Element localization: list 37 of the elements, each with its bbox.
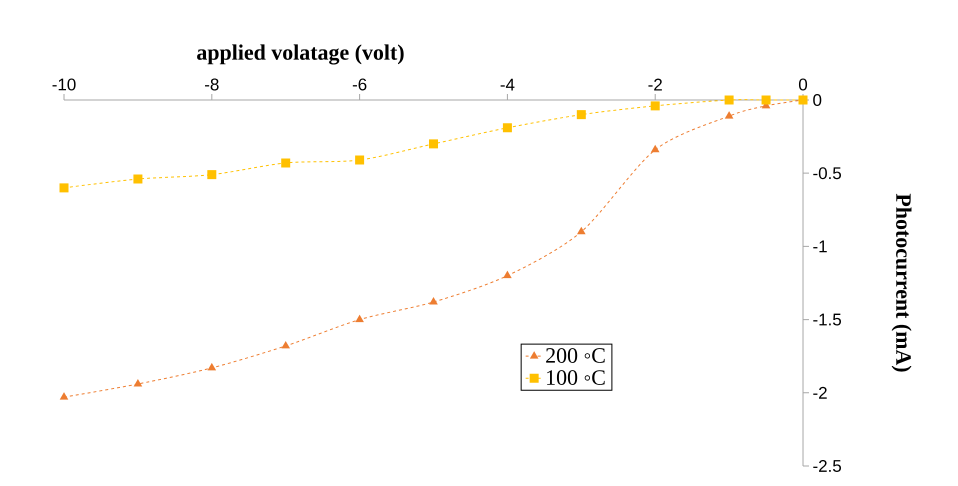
point — [724, 95, 734, 104]
y-tick-label: -2.5 — [813, 460, 841, 472]
point — [282, 341, 290, 348]
point — [60, 183, 69, 192]
point — [651, 145, 660, 152]
point — [207, 170, 216, 180]
point — [60, 392, 68, 400]
y-tick-label: 0 — [813, 94, 822, 106]
point — [576, 110, 586, 120]
point — [725, 112, 734, 119]
point — [133, 174, 142, 184]
point — [762, 95, 771, 104]
y-tick-label: -1.5 — [813, 314, 841, 326]
point — [430, 298, 438, 305]
point — [503, 271, 512, 278]
point — [134, 380, 142, 386]
y-axis-title: Photocurrent (mA) — [892, 194, 912, 372]
x-tick-label: -10 — [52, 78, 76, 90]
x-tick-label: 0 — [798, 78, 808, 90]
point — [650, 101, 660, 110]
x-tick-label: -6 — [352, 78, 366, 90]
y-tick-label: -1 — [813, 240, 827, 252]
point — [429, 139, 438, 148]
point — [208, 363, 216, 370]
legend-label: 100 ◦C — [547, 370, 605, 385]
point — [577, 227, 586, 234]
y-tick-label: -2 — [813, 386, 827, 399]
point — [502, 123, 512, 132]
point — [355, 156, 364, 165]
point — [356, 315, 364, 322]
point — [281, 158, 290, 168]
x-tick-label: -2 — [648, 78, 662, 90]
x-axis-title: applied volatage (volt) — [197, 44, 404, 64]
legend-label: 200 ◦C — [546, 348, 605, 363]
x-tick-label: -8 — [205, 78, 219, 90]
y-tick-label: -0.5 — [813, 167, 841, 180]
x-tick-label: -4 — [500, 78, 514, 90]
